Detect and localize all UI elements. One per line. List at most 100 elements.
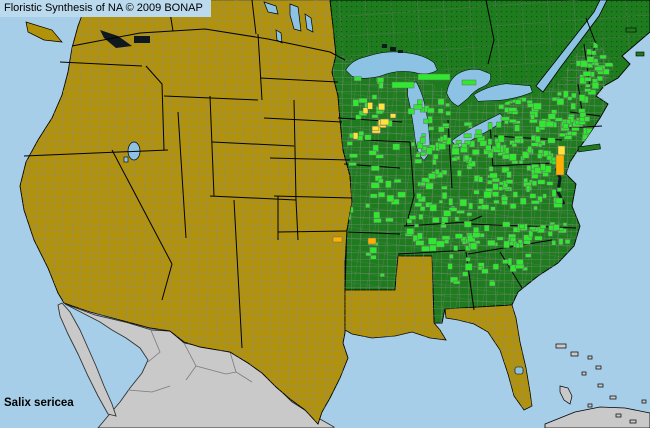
county-marker <box>415 153 421 158</box>
county-marker <box>599 54 607 60</box>
missouri-orange <box>332 236 343 243</box>
county-marker <box>512 191 518 198</box>
county-marker <box>547 113 556 120</box>
county-marker <box>557 91 562 96</box>
county-marker <box>529 193 537 199</box>
county-marker <box>515 242 520 249</box>
county-marker <box>427 107 435 114</box>
county-marker <box>417 195 426 203</box>
county-marker <box>378 81 384 89</box>
county-marker <box>498 186 504 191</box>
county-marker <box>464 140 471 146</box>
county-marker <box>437 108 444 114</box>
county-marker <box>451 157 458 162</box>
county-marker <box>596 75 603 82</box>
county-marker <box>441 185 448 190</box>
county-marker <box>562 123 569 129</box>
county-marker <box>587 89 597 95</box>
county-marker <box>414 158 423 164</box>
county-marker <box>419 181 426 186</box>
county-marker <box>432 153 439 160</box>
county-marker <box>511 143 517 148</box>
county-marker <box>417 232 423 240</box>
county-marker <box>454 216 460 222</box>
county-marker <box>542 193 547 199</box>
county-marker <box>546 155 553 161</box>
county-marker <box>432 159 437 165</box>
county-marker <box>491 177 500 183</box>
county-marker <box>525 253 532 258</box>
county-marker <box>519 223 525 229</box>
county-marker <box>397 191 406 198</box>
long-island <box>577 143 601 153</box>
county-marker <box>489 281 496 287</box>
county-marker <box>456 210 465 214</box>
county-marker <box>510 237 517 243</box>
county-marker <box>508 119 517 123</box>
county-marker <box>585 83 591 88</box>
county-marker <box>517 239 523 245</box>
county-marker <box>556 98 565 106</box>
county-marker <box>393 179 402 183</box>
bahamas <box>555 343 647 424</box>
county-marker <box>562 222 568 227</box>
county-marker <box>507 258 513 266</box>
county-marker <box>487 151 494 158</box>
county-marker <box>496 121 502 128</box>
county-marker <box>533 102 542 110</box>
county-marker <box>385 180 392 188</box>
county-marker <box>378 103 386 111</box>
county-marker <box>463 154 470 161</box>
county-marker <box>421 133 426 137</box>
county-marker <box>481 268 489 274</box>
st-lawrence-river <box>535 0 608 93</box>
county-marker <box>417 99 423 106</box>
county-marker <box>493 199 500 204</box>
prince-edward-island <box>625 27 637 33</box>
county-marker <box>551 240 556 246</box>
county-marker <box>554 117 563 122</box>
county-marker <box>490 206 496 211</box>
county-marker <box>492 191 499 198</box>
county-marker <box>445 103 450 107</box>
county-marker <box>526 165 532 171</box>
county-marker <box>534 135 541 144</box>
county-marker <box>505 179 514 184</box>
county-marker <box>438 143 446 150</box>
county-marker <box>406 228 415 235</box>
county-marker <box>533 205 538 211</box>
county-marker <box>483 191 492 199</box>
lake-tahoe <box>123 156 129 163</box>
county-marker <box>466 212 473 217</box>
county-marker <box>414 223 419 228</box>
county-marker <box>380 118 390 126</box>
lake-manitoba <box>275 29 283 44</box>
county-marker <box>523 234 533 241</box>
county-marker <box>479 140 488 147</box>
map-title: Floristic Synthesis of NA © 2009 BONAP <box>4 2 203 14</box>
county-marker <box>371 165 380 171</box>
county-marker <box>358 97 368 104</box>
county-marker <box>518 160 524 165</box>
county-marker <box>594 66 603 71</box>
county-marker <box>555 197 563 204</box>
boundary-waters <box>382 44 403 53</box>
county-marker <box>368 150 377 156</box>
county-marker <box>390 113 397 119</box>
county-marker <box>445 110 451 116</box>
county-marker <box>453 280 461 285</box>
county-marker <box>485 144 492 152</box>
county-marker <box>540 163 546 171</box>
county-marker <box>442 123 450 127</box>
county-marker <box>515 99 522 105</box>
county-marker <box>419 136 426 144</box>
county-marker <box>371 125 380 131</box>
county-marker <box>529 119 538 124</box>
county-marker <box>551 189 557 197</box>
county-marker <box>526 185 531 193</box>
county-marker <box>489 172 498 179</box>
county-marker <box>543 150 549 157</box>
county-marker <box>441 216 449 223</box>
county-marker <box>441 192 448 200</box>
